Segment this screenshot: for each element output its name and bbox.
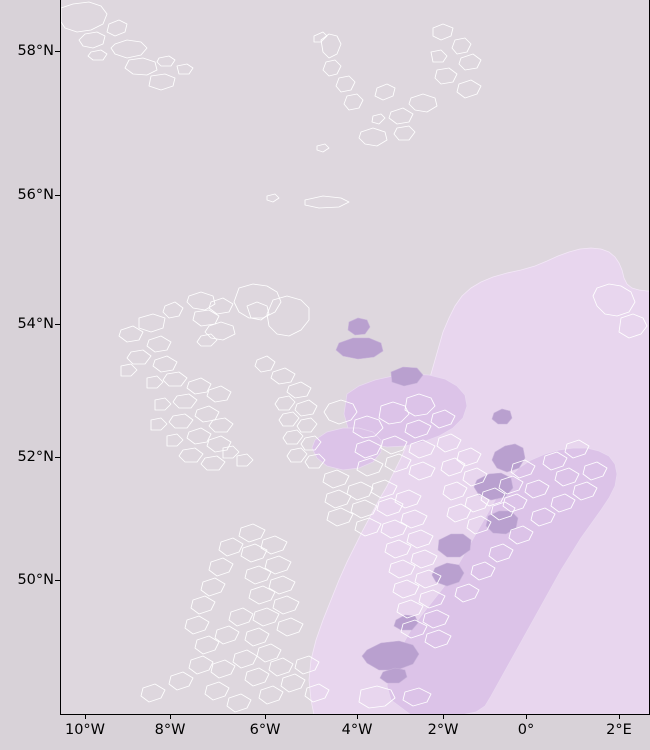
y-tick-mark	[55, 324, 60, 325]
x-tick-mark	[443, 714, 444, 719]
y-tick-mark	[55, 580, 60, 581]
y-tick-label-50: 50°N	[17, 572, 54, 588]
shaded-region-dark	[335, 317, 526, 684]
y-tick-mark	[55, 51, 60, 52]
y-tick-label-58: 58°N	[17, 43, 54, 59]
x-tick-mark	[526, 714, 527, 719]
x-tick-label-8w: 8°W	[154, 722, 186, 738]
coastline	[61, 1, 648, 713]
x-tick-label-4w: 4°W	[341, 722, 373, 738]
map-plot-area	[60, 0, 650, 715]
x-tick-label-10w: 10°W	[64, 722, 106, 738]
x-tick-label-6w: 6°W	[249, 722, 281, 738]
x-tick-label-2w: 2°W	[427, 722, 459, 738]
x-tick-label-0: 0°	[517, 722, 535, 738]
x-tick-mark	[265, 714, 266, 719]
y-tick-label-56: 56°N	[17, 187, 54, 203]
x-tick-mark	[357, 714, 358, 719]
y-tick-mark	[55, 195, 60, 196]
map-canvas	[61, 1, 649, 714]
y-tick-label-52: 52°N	[17, 449, 54, 465]
x-tick-label-2e: 2°E	[606, 722, 632, 738]
x-tick-mark	[619, 714, 620, 719]
x-tick-mark	[85, 714, 86, 719]
x-tick-mark	[170, 714, 171, 719]
y-tick-mark	[55, 457, 60, 458]
y-tick-label-54: 54°N	[17, 316, 54, 332]
